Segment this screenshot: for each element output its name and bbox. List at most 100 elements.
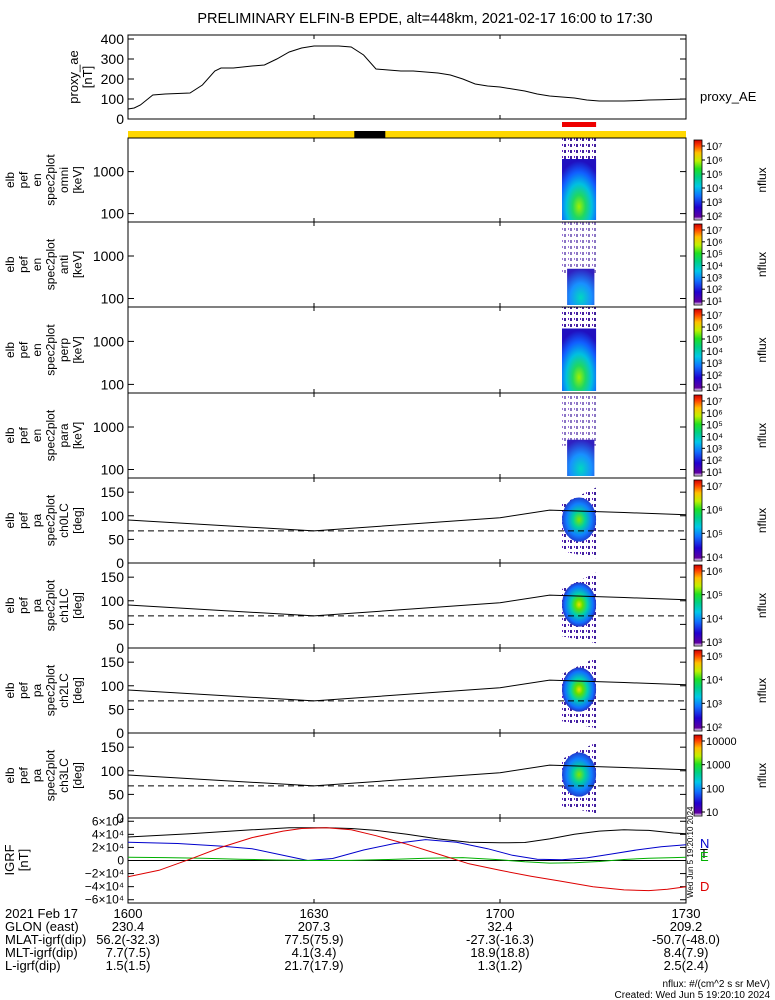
en_para-ylabel-4: para bbox=[57, 423, 71, 447]
pa_ch2LC-ytick-label: 100 bbox=[101, 678, 125, 694]
en_para-ytick-label: 1000 bbox=[93, 419, 124, 435]
pa_ch0LC-zlabel: nflux bbox=[755, 508, 769, 533]
en_para-frame bbox=[127, 392, 687, 479]
footer-glon-1: 207.3 bbox=[298, 919, 331, 934]
pa_ch3LC-frame bbox=[127, 732, 687, 819]
pa_ch3LC-ytick-label: 0 bbox=[116, 810, 124, 826]
pa_ch1LC-frame bbox=[127, 562, 687, 649]
proxy-ae-ytick-label: 400 bbox=[101, 31, 125, 47]
pa_ch2LC-flux bbox=[562, 667, 597, 712]
igrf-ylabel-1: IGRF bbox=[2, 844, 17, 875]
en_para-ylabel-5: [keV] bbox=[71, 422, 85, 449]
en_omni-colorbar-label: 10⁵ bbox=[706, 169, 723, 181]
pa_ch1LC-colorbar-label: 10³ bbox=[706, 637, 722, 649]
ephemeris-footer: 2021 Feb 17 GLON (east) MLAT-igrf(dip) M… bbox=[5, 906, 770, 1000]
pa_ch2LC-ylabel-5: [deg] bbox=[71, 677, 85, 704]
pa_ch3LC-loss-cone-line bbox=[128, 764, 686, 787]
pa_ch0LC-colorbar-label: 10⁴ bbox=[706, 552, 723, 564]
footer-time-1700: 1700 bbox=[486, 906, 515, 921]
en_para-colorbar-label: 10⁴ bbox=[706, 432, 723, 444]
pa_ch2LC-ylabel-3: spec2plot bbox=[44, 664, 58, 716]
pa_ch0LC-ytick-label: 150 bbox=[101, 484, 125, 500]
igrf-ytick-label: 4×10⁴ bbox=[92, 827, 124, 841]
en_perp-ytick-label: 1000 bbox=[93, 333, 124, 349]
pa_ch3LC-colorbar-label: 100 bbox=[706, 783, 724, 795]
en_perp-flux bbox=[562, 328, 597, 391]
pa_ch1LC-ylabel-0: elb bbox=[3, 597, 17, 613]
en_perp-ylabel-2: en bbox=[30, 343, 44, 356]
en_perp-colorbar bbox=[693, 308, 703, 392]
igrf-ylabel-2: [nT] bbox=[16, 849, 31, 871]
proxy-ae-line bbox=[127, 45, 687, 110]
en_para-ylabel-3: spec2plot bbox=[44, 409, 58, 461]
en_omni-frame bbox=[127, 137, 687, 223]
pa_ch3LC-colorbar-label: 1000 bbox=[706, 760, 730, 772]
en_omni-colorbar-label: 10³ bbox=[706, 197, 722, 209]
pa_ch2LC-ytick-label: 150 bbox=[101, 654, 125, 670]
footer-glon-3: 209.2 bbox=[670, 919, 703, 934]
en_perp-ylabel-3: spec2plot bbox=[44, 324, 58, 376]
en_omni-ylabel-4: omni bbox=[57, 167, 71, 193]
footer-label-mlat: MLAT-igrf(dip) bbox=[5, 932, 86, 947]
pa_ch0LC-ytick-label: 50 bbox=[108, 531, 124, 547]
en_omni-ytick-label: 100 bbox=[101, 206, 125, 222]
pa_ch3LC-ylabel-2: pa bbox=[30, 769, 44, 783]
en_para-zlabel: nflux bbox=[755, 423, 769, 448]
igrf-ytick-label: 6×10⁴ bbox=[92, 814, 124, 828]
status-bar-yellow bbox=[128, 131, 686, 138]
pa_ch2LC-colorbar bbox=[693, 649, 703, 732]
pa_ch3LC-colorbar-label: 10000 bbox=[706, 736, 737, 748]
en_perp-data bbox=[562, 307, 597, 391]
en_anti-ylabel-1: pef bbox=[17, 255, 31, 272]
en_anti-colorbar-label: 10⁶ bbox=[706, 237, 723, 249]
en_para-colorbar-label: 10⁷ bbox=[706, 396, 722, 408]
pa_ch0LC-ylabel-4: ch0LC bbox=[57, 503, 71, 538]
en_perp-colorbar-label: 10² bbox=[706, 370, 722, 382]
en_perp-ylabel-5: [keV] bbox=[71, 336, 85, 363]
pa_ch2LC-ytick-label: 50 bbox=[108, 701, 124, 717]
en_anti-ylabel-0: elb bbox=[3, 256, 17, 272]
en_perp-ylabel-1: pef bbox=[17, 341, 31, 358]
igrf-line-E bbox=[127, 856, 687, 864]
panel-en_omni: 100 1000 elb pef en spec2plot omni [keV] 10² 10³ 1… bbox=[3, 137, 769, 223]
en_para-ylabel-2: en bbox=[30, 429, 44, 442]
proxy-ae-ytick-label: 100 bbox=[101, 91, 125, 107]
en_para-colorbar-label: 10² bbox=[706, 455, 722, 467]
pa_ch2LC-zlabel: nflux bbox=[755, 678, 769, 703]
pa_ch0LC-flux bbox=[562, 497, 597, 542]
en_omni-ylabel-5: [keV] bbox=[71, 166, 85, 193]
pa_ch0LC-ylabel-1: pef bbox=[17, 511, 31, 528]
pa_ch2LC-frame bbox=[127, 647, 687, 734]
igrf-ytick-label: −6×10⁴ bbox=[85, 893, 124, 907]
pa_ch1LC-colorbar-label: 10⁵ bbox=[706, 590, 723, 602]
igrf-line-D bbox=[127, 827, 687, 892]
en_perp-frame bbox=[127, 306, 687, 394]
pa_ch1LC-ytick-label: 100 bbox=[101, 593, 125, 609]
en_para-noise bbox=[562, 393, 597, 446]
pa_ch0LC-data bbox=[128, 487, 686, 559]
en_anti-ylabel-4: anti bbox=[57, 255, 71, 274]
footer-time-1600: 1600 bbox=[114, 906, 143, 921]
en_perp-ylabel-4: perp bbox=[57, 338, 71, 362]
proxy-ae-ylabel-1: proxy_ae bbox=[66, 50, 81, 103]
footer-glon-2: 32.4 bbox=[487, 919, 512, 934]
en_omni-zlabel: nflux bbox=[755, 167, 769, 192]
en_anti-ytick-label: 100 bbox=[101, 291, 125, 307]
side-timestamp: Wed Jun 5 19:20:10 2024 bbox=[686, 806, 695, 898]
en_anti-colorbar-label: 10² bbox=[706, 284, 722, 296]
pa_ch0LC-ylabel-3: spec2plot bbox=[44, 494, 58, 546]
pa_ch3LC-ylabel-3: spec2plot bbox=[44, 749, 58, 801]
pa_ch2LC-colorbar-label: 10³ bbox=[706, 698, 722, 710]
pa_ch0LC-loss-cone-line bbox=[128, 509, 686, 532]
pa_ch3LC-ytick-label: 50 bbox=[108, 786, 124, 802]
pa_ch1LC-loss-cone-line bbox=[128, 594, 686, 617]
en_anti-colorbar-label: 10⁵ bbox=[706, 249, 723, 261]
en_para-colorbar bbox=[693, 394, 703, 477]
units-note: nflux: #/(cm^2 s sr MeV) bbox=[663, 979, 771, 990]
footer-label-mlt: MLT-igrf(dip) bbox=[5, 945, 78, 960]
igrf-line-T bbox=[127, 827, 687, 844]
pa_ch2LC-ylabel-4: ch2LC bbox=[57, 673, 71, 708]
